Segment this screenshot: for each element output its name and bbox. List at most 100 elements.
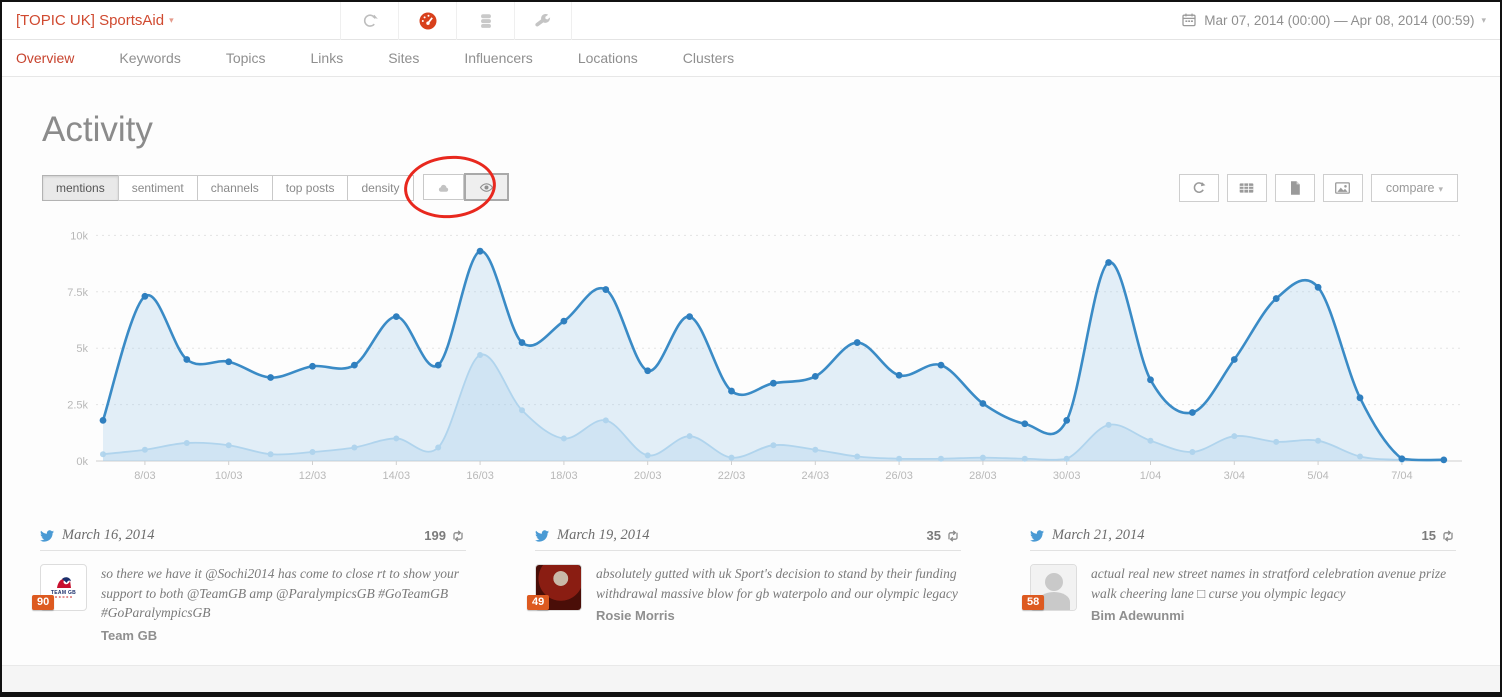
mentions-data-point[interactable] xyxy=(770,379,777,387)
mentions-data-point[interactable] xyxy=(1105,259,1112,266)
nav-tab-clusters[interactable]: Clusters xyxy=(682,50,735,66)
mentions-data-point[interactable] xyxy=(853,339,861,346)
secondary-data-point[interactable] xyxy=(1063,455,1070,462)
nav-tab-locations[interactable]: Locations xyxy=(577,50,638,66)
mentions-data-point[interactable] xyxy=(1440,456,1448,464)
secondary-data-point[interactable] xyxy=(770,442,777,449)
mentions-data-point[interactable] xyxy=(351,361,358,369)
mentions-line-chart[interactable]: 0k 2.5k 5k 7.5k 10k 8/03 10/03 12/03 14/03 16/03 1… xyxy=(40,224,1482,502)
secondary-data-point[interactable] xyxy=(602,417,609,424)
tab-top-posts[interactable]: top posts xyxy=(271,174,349,201)
tweet-card[interactable]: March 19, 2014 35 49 absolutely gutted w… xyxy=(527,525,961,626)
mentions-data-point[interactable] xyxy=(895,371,903,379)
mentions-data-point[interactable] xyxy=(476,247,484,255)
secondary-data-point[interactable] xyxy=(1147,437,1154,444)
secondary-data-point[interactable] xyxy=(1273,438,1280,445)
mentions-data-point[interactable] xyxy=(434,361,442,369)
secondary-data-point[interactable] xyxy=(644,452,651,459)
mentions-data-point[interactable] xyxy=(267,374,274,381)
secondary-data-point[interactable] xyxy=(979,454,986,461)
mentions-data-point[interactable] xyxy=(1189,409,1196,416)
export-image-button[interactable] xyxy=(1322,174,1363,202)
nav-tab-influencers[interactable]: Influencers xyxy=(464,50,533,66)
nav-tab-sites[interactable]: Sites xyxy=(388,50,420,66)
mentions-data-point[interactable] xyxy=(183,356,191,363)
secondary-data-point[interactable] xyxy=(477,351,484,358)
mentions-data-point[interactable] xyxy=(686,313,693,321)
tab-sentiment[interactable]: sentiment xyxy=(117,174,198,201)
eye-view-button[interactable] xyxy=(463,173,509,201)
mentions-data-point[interactable] xyxy=(979,400,987,407)
tab-channels[interactable]: channels xyxy=(196,174,273,201)
secondary-data-point[interactable] xyxy=(183,439,190,446)
secondary-data-point[interactable] xyxy=(686,433,693,440)
mentions-data-point[interactable] xyxy=(644,367,652,375)
tweet-card[interactable]: March 21, 2014 15 58 actual real new str… xyxy=(1022,525,1456,626)
export-document-button[interactable] xyxy=(1274,174,1315,202)
tweet-author[interactable]: Bim Adewunmi xyxy=(1091,608,1185,624)
secondary-data-point[interactable] xyxy=(100,451,106,458)
secondary-data-point[interactable] xyxy=(812,446,819,453)
secondary-data-point[interactable] xyxy=(938,455,944,462)
secondary-data-point[interactable] xyxy=(1315,437,1322,444)
secondary-data-point[interactable] xyxy=(728,454,735,461)
tweet-card[interactable]: March 16, 2014 199 TEAM GB ∘∘∘∘∘ 90 so t… xyxy=(32,525,466,646)
secondary-data-point[interactable] xyxy=(854,453,861,460)
tweet-author[interactable]: Team GB xyxy=(101,627,158,643)
nav-tab-topics[interactable]: Topics xyxy=(225,50,266,66)
nav-tab-keywords[interactable]: Keywords xyxy=(119,50,181,66)
topic-selector[interactable]: [TOPIC UK] SportsAid ▾ xyxy=(16,12,174,29)
avatar[interactable]: 49 xyxy=(527,564,582,611)
mentions-data-point[interactable] xyxy=(1398,455,1406,463)
table-view-button[interactable] xyxy=(1226,174,1267,202)
secondary-data-point[interactable] xyxy=(1105,421,1112,428)
secondary-data-point[interactable] xyxy=(1189,448,1196,455)
activity-chart[interactable]: 0k 2.5k 5k 7.5k 10k 8/03 10/03 12/03 14/03 16/03 1… xyxy=(40,224,1482,502)
mentions-data-point[interactable] xyxy=(1230,356,1238,363)
secondary-data-point[interactable] xyxy=(351,444,358,451)
mentions-data-point[interactable] xyxy=(1272,295,1280,302)
mentions-data-point[interactable] xyxy=(602,286,610,293)
reload-chart-button[interactable] xyxy=(1178,174,1219,202)
compare-button[interactable]: compare ▾ xyxy=(1370,174,1458,202)
mentions-data-point[interactable] xyxy=(937,361,945,369)
secondary-data-point[interactable] xyxy=(560,435,567,442)
dashboard-gauge-icon[interactable] xyxy=(398,2,456,40)
secondary-data-point[interactable] xyxy=(896,455,903,462)
mentions-data-point[interactable] xyxy=(1356,394,1364,402)
avatar[interactable]: TEAM GB ∘∘∘∘∘ 90 xyxy=(32,564,87,611)
mentions-data-point[interactable] xyxy=(1314,283,1322,291)
nav-tab-links[interactable]: Links xyxy=(310,50,344,66)
nav-tab-overview[interactable]: Overview xyxy=(16,50,75,66)
mentions-data-point[interactable] xyxy=(1063,416,1071,424)
secondary-data-point[interactable] xyxy=(393,435,400,442)
tab-mentions[interactable]: mentions xyxy=(42,174,119,201)
refresh-icon[interactable] xyxy=(340,2,398,40)
mentions-data-point[interactable] xyxy=(99,416,107,424)
secondary-data-point[interactable] xyxy=(141,446,148,453)
mentions-data-point[interactable] xyxy=(1147,376,1154,384)
secondary-data-point[interactable] xyxy=(1357,453,1363,460)
mentions-data-point[interactable] xyxy=(141,292,149,300)
mentions-data-point[interactable] xyxy=(560,317,568,325)
date-range-picker[interactable]: Mar 07, 2014 (00:00) — Apr 08, 2014 (00:… xyxy=(1181,12,1486,28)
secondary-data-point[interactable] xyxy=(1021,455,1028,462)
mentions-data-point[interactable] xyxy=(811,373,819,380)
mentions-data-point[interactable] xyxy=(518,339,526,346)
mentions-data-point[interactable] xyxy=(392,313,400,321)
wrench-icon[interactable] xyxy=(514,2,572,40)
secondary-data-point[interactable] xyxy=(309,448,316,455)
mentions-data-point[interactable] xyxy=(728,387,735,395)
tab-density[interactable]: density xyxy=(347,174,414,201)
tweet-author[interactable]: Rosie Morris xyxy=(596,608,675,624)
avatar[interactable]: 58 xyxy=(1022,564,1077,611)
secondary-data-point[interactable] xyxy=(519,407,525,414)
secondary-data-point[interactable] xyxy=(267,451,274,458)
cloud-view-button[interactable] xyxy=(422,174,464,200)
secondary-data-point[interactable] xyxy=(435,444,442,451)
mentions-data-point[interactable] xyxy=(309,362,316,370)
data-stack-icon[interactable] xyxy=(456,2,514,40)
mentions-data-point[interactable] xyxy=(225,358,233,366)
secondary-data-point[interactable] xyxy=(225,442,232,449)
secondary-data-point[interactable] xyxy=(1231,433,1238,440)
